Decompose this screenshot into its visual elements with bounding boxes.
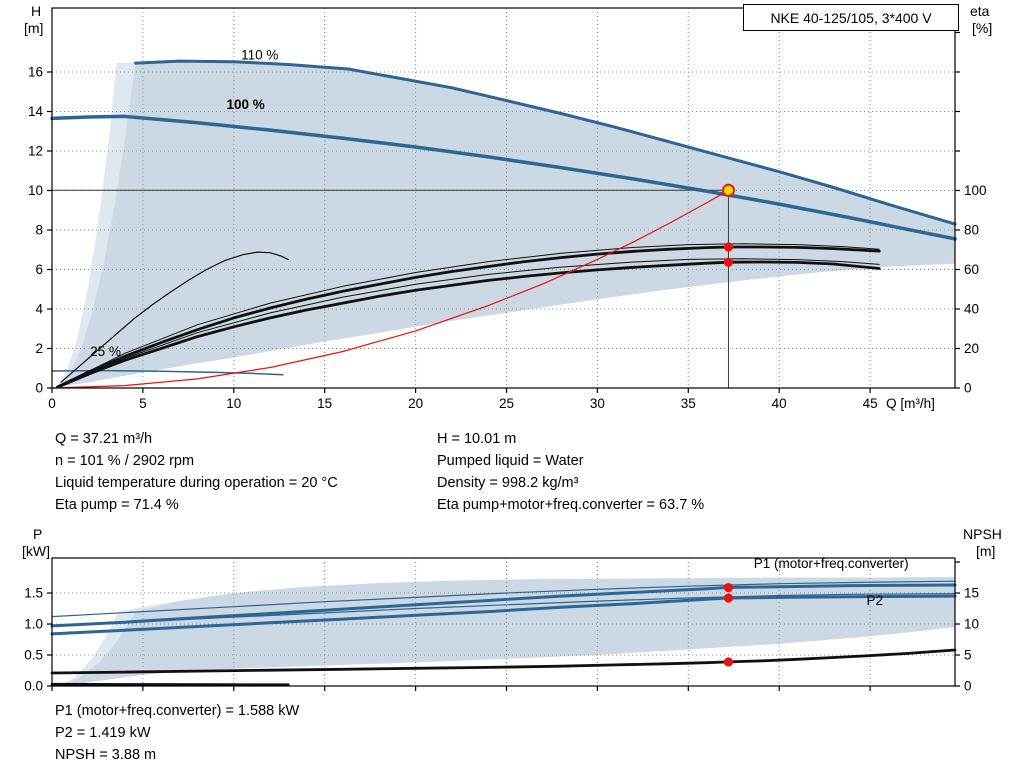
y-tick-label: 4 <box>35 301 43 316</box>
y-right-tick-label: 0 <box>964 381 972 396</box>
curve-label: 110 % <box>241 48 278 63</box>
qh-eta-chart-eta-pump-curve <box>56 245 881 389</box>
qh-eta-chart-eta-total-curve <box>56 260 881 389</box>
power-npsh-chart-p2-curve <box>50 594 957 636</box>
y-tick-label: 2 <box>35 341 43 356</box>
x-tick-label: 30 <box>590 396 605 411</box>
qh-eta-chart-eta-reduced-speed-arc <box>60 251 289 383</box>
info-line: H = 10.01 m <box>437 431 517 447</box>
y-right-tick-label: 0 <box>964 679 972 694</box>
info-line: Eta pump = 71.4 % <box>55 497 179 513</box>
power-axis-title: P <box>33 526 43 542</box>
qh-eta-chart-frame <box>51 7 956 389</box>
power-info: P1 (motor+freq.converter) = 1.588 kW P2 =… <box>55 700 299 766</box>
x-tick-label: 10 <box>226 396 241 411</box>
power-npsh-chart-p1-max-speed-thin <box>51 580 956 618</box>
qh-eta-chart-eta-thin-upper <box>57 243 880 388</box>
x-tick-label: 45 <box>863 396 878 411</box>
info-line: Eta pump+motor+freq.converter = 63.7 % <box>437 497 705 513</box>
curve-label: 100 % <box>227 97 265 112</box>
duty-dot[interactable] <box>723 657 734 667</box>
x-tick-label: 35 <box>681 396 696 411</box>
npsh-axis-unit: [m] <box>976 543 996 559</box>
y-tick-label: 16 <box>28 64 43 79</box>
power-npsh-chart-npsh-curve <box>50 648 957 675</box>
y-tick-label: 10 <box>28 183 43 198</box>
y-right-tick-label: 20 <box>964 341 979 356</box>
eta-axis-unit: [%] <box>972 20 993 36</box>
info-line: P2 = 1.419 kW <box>55 725 151 741</box>
duty-dot[interactable] <box>723 593 734 603</box>
y-right-tick-label: 60 <box>964 262 979 277</box>
y-tick-label: 14 <box>28 104 44 119</box>
y-right-tick-label: 5 <box>964 648 972 663</box>
x-axis-title: Q [m³/h] <box>886 396 935 411</box>
head-axis-title: H <box>31 3 42 19</box>
qh-eta-chart-system-affinity-curve <box>51 189 730 389</box>
npsh-axis-title: NPSH <box>963 526 1002 542</box>
qh-eta-chart-qh-curve-110pct <box>134 59 957 226</box>
operating-info-right: H = 10.01 m Pumped liquid = Water Density … <box>437 428 704 516</box>
head-axis-unit: [m] <box>24 20 44 36</box>
x-tick-label: 40 <box>772 396 787 411</box>
x-tick-label: 25 <box>499 396 514 411</box>
info-line: n = 101 % / 2902 rpm <box>55 453 195 469</box>
y-tick-label: 12 <box>28 143 43 158</box>
info-line: Density = 998.2 kg/m³ <box>437 475 579 491</box>
y-tick-label: 1.5 <box>24 586 43 601</box>
x-tick-label: 20 <box>408 396 423 411</box>
x-tick-label: 5 <box>139 396 147 411</box>
duty-dot[interactable] <box>723 582 734 593</box>
qh-eta-chart-qh-curve-100pct <box>50 114 957 241</box>
power-npsh-chart-p1-curve <box>50 583 957 628</box>
power-npsh-chart-frame <box>51 557 956 687</box>
x-tick-label: 15 <box>317 396 332 411</box>
y-tick-label: 0.5 <box>24 648 43 663</box>
y-right-tick-label: 40 <box>964 301 979 316</box>
y-tick-label: 8 <box>35 222 43 237</box>
x-tick-label: 0 <box>48 396 56 411</box>
y-tick-label: 6 <box>35 262 43 277</box>
info-line: NPSH = 3.88 m <box>55 747 157 763</box>
power-npsh-chart-npsh-low-speed <box>50 682 290 687</box>
duty-dot[interactable] <box>723 242 734 252</box>
curve-label: P2 <box>866 593 883 608</box>
info-line: P1 (motor+freq.converter) = 1.588 kW <box>55 703 300 719</box>
y-right-tick-label: 10 <box>964 617 979 632</box>
operating-point[interactable] <box>721 183 735 197</box>
y-right-tick-label: 100 <box>964 183 987 198</box>
duty-dot[interactable] <box>723 257 734 267</box>
info-line: Q = 37.21 m³/h <box>55 431 153 447</box>
power-axis-unit: [kW] <box>22 543 50 559</box>
operating-info-left: Q = 37.21 m³/h n = 101 % / 2902 rpm Liquid… <box>55 428 338 516</box>
y-right-tick-label: 15 <box>964 586 979 601</box>
y-tick-label: 0.0 <box>24 679 43 694</box>
eta-axis-title: eta <box>970 3 990 19</box>
qh-eta-chart-eta-thin-lower <box>57 258 880 388</box>
y-right-tick-label: 80 <box>964 222 979 237</box>
curve-label: 25 % <box>90 344 121 359</box>
info-line: Liquid temperature during operation = 20… <box>55 475 338 491</box>
info-line: Pumped liquid = Water <box>437 453 584 469</box>
pump-name-box: NKE 40-125/105, 3*400 V <box>743 4 959 31</box>
curve-label: P1 (motor+freq.converter) <box>754 556 909 571</box>
y-tick-label: 0 <box>35 381 43 396</box>
y-tick-label: 1.0 <box>24 617 43 632</box>
